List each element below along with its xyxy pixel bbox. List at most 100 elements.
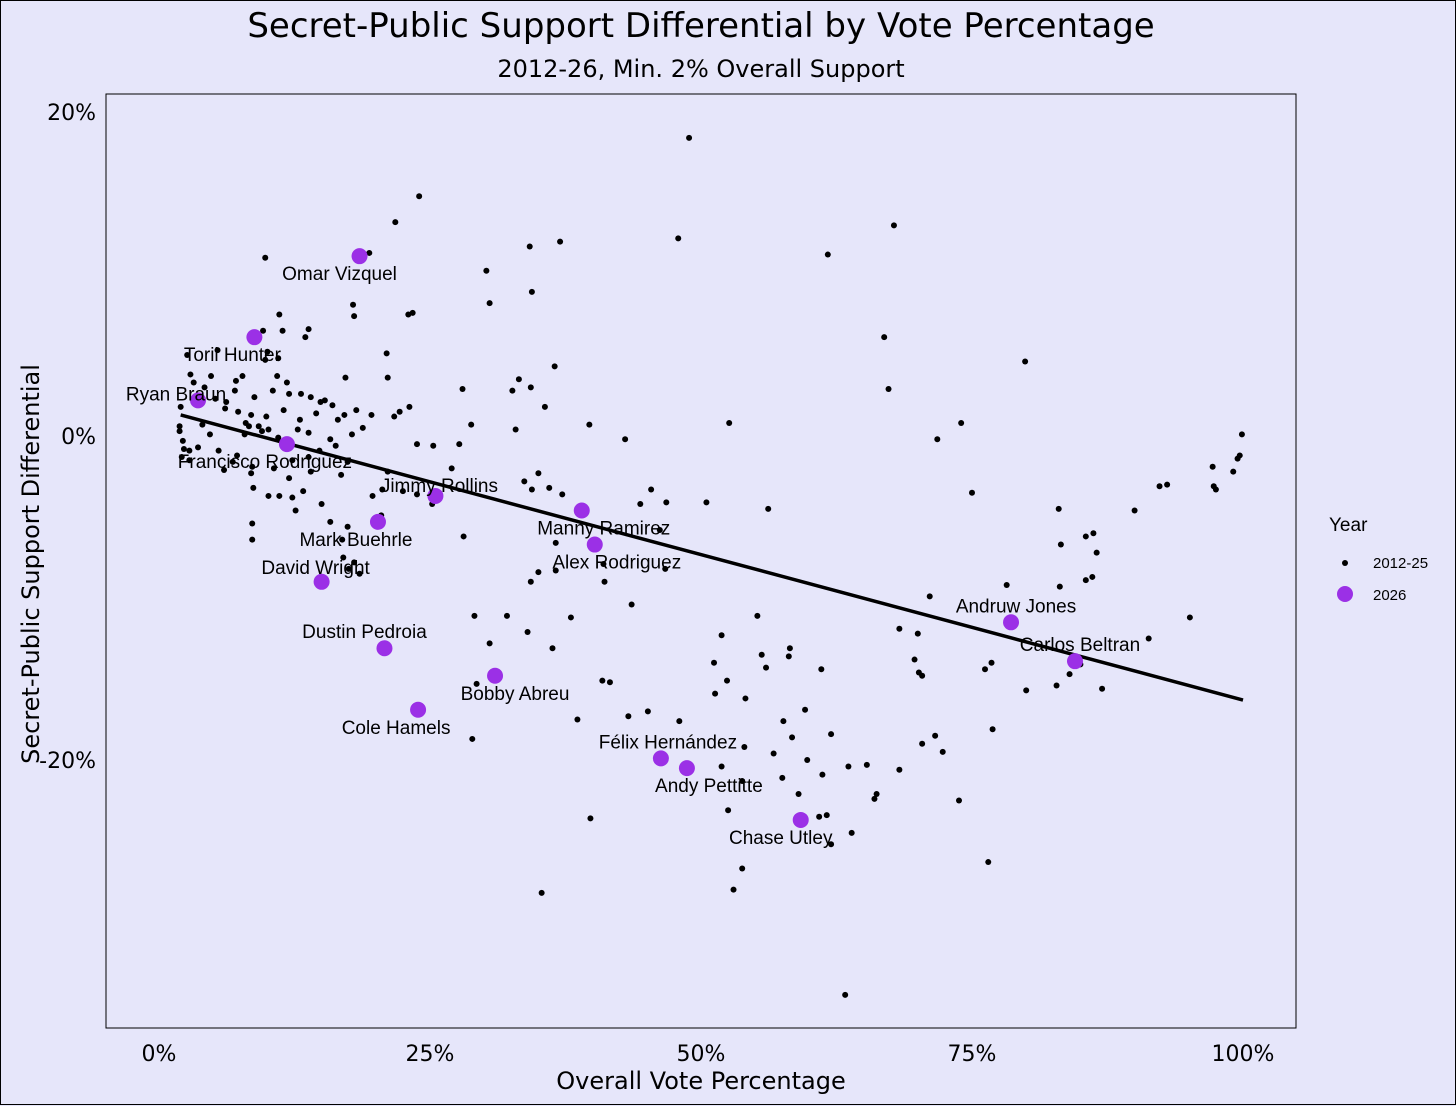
data-point-2012-25 [816,813,823,820]
data-point-2012-25 [739,865,746,872]
data-point-2012-25 [353,407,360,414]
legend-marker-2012-25 [1342,560,1348,566]
data-point-2012-25 [818,666,825,673]
data-point-2012-25 [234,452,241,459]
data-point-2012-25 [305,454,312,461]
data-point-2012-25 [726,420,733,427]
y-tick-label: 20% [47,101,96,126]
data-point-2026 [410,701,427,718]
data-point-2012-25 [223,398,230,405]
data-point-2012-25 [206,431,213,438]
data-point-2012-25 [599,677,606,684]
data-label-2026: David Wright [261,558,370,579]
data-point-2012-25 [369,492,376,499]
data-point-2012-25 [286,475,293,482]
data-point-2012-25 [546,484,553,491]
data-point-2012-25 [969,489,975,496]
data-point-2012-25 [988,659,995,666]
data-point-2012-25 [524,629,531,636]
data-point-2012-25 [195,444,202,451]
data-point-2012-25 [863,761,870,768]
data-point-2012-25 [896,766,903,773]
data-point-2012-25 [1209,463,1216,470]
data-point-2012-25 [351,313,358,320]
data-point-2012-25 [586,421,593,428]
data-point-2012-25 [828,731,835,738]
data-point-2012-25 [258,428,265,435]
data-point-2012-25 [276,311,283,318]
data-point-2012-25 [662,565,669,572]
data-label-2026: Carlos Beltran [1020,635,1140,656]
data-point-2012-25 [327,518,334,525]
data-point-2026 [376,640,393,657]
data-point-2012-25 [483,267,490,274]
data-point-2012-25 [1053,682,1060,689]
data-point-2012-25 [430,442,437,449]
data-point-2012-25 [939,748,946,755]
data-point-2012-25 [958,420,965,427]
data-point-2012-25 [528,288,535,295]
data-point-2026 [427,487,444,504]
data-point-2012-25 [341,411,348,418]
data-label-2026: Andruw Jones [956,596,1076,617]
data-point-2012-25 [321,397,328,404]
data-point-2012-25 [318,501,325,508]
data-point-2012-25 [187,371,194,378]
data-point-2012-25 [339,536,346,543]
data-point-2012-25 [552,567,559,574]
data-point-2012-25 [718,763,725,770]
data-point-2012-25 [305,429,312,436]
data-label-2026: Torii Hunter [184,345,282,366]
data-point-2012-25 [1131,507,1138,514]
data-point-2012-25 [503,612,510,619]
data-point-2012-25 [625,713,632,720]
data-point-2012-25 [932,732,939,739]
data-point-2012-25 [637,501,644,508]
data-point-2012-25 [754,612,761,619]
data-point-2012-25 [934,436,941,443]
data-point-2026 [678,760,695,777]
series-2012-25 [176,134,1245,998]
data-point-2012-25 [823,812,830,819]
data-point-2012-25 [795,791,802,798]
data-point-2012-25 [399,488,406,495]
data-point-2012-25 [269,387,276,394]
data-point-2012-25 [307,394,314,401]
data-point-2012-25 [1023,687,1030,694]
legend-label-2012-25: 2012-25 [1373,555,1428,572]
data-point-2012-25 [919,672,926,679]
data-point-2026 [487,667,504,684]
data-point-2012-25 [338,471,345,478]
data-point-2012-25 [789,734,796,741]
data-point-2012-25 [249,463,256,470]
data-point-2012-25 [468,421,475,428]
data-point-2012-25 [289,457,296,464]
data-point-2012-25 [758,651,765,658]
data-point-2012-25 [235,408,242,415]
data-point-2012-25 [1090,530,1097,537]
data-point-2012-25 [1082,577,1089,584]
data-point-2012-25 [955,797,962,804]
data-point-2012-25 [535,569,542,576]
data-point-2012-25 [270,465,277,472]
data-point-2012-25 [199,421,206,428]
data-point-2012-25 [521,478,528,485]
data-point-2026 [190,392,207,409]
data-point-2012-25 [601,578,608,585]
y-axis-label: Secret-Public Support Differential [17,364,45,764]
data-point-2012-25 [527,578,534,585]
series-2026 [190,248,1083,828]
data-point-2012-25 [644,708,651,715]
data-point-2012-25 [350,301,357,308]
data-point-2026 [586,536,603,553]
data-point-2026 [351,248,368,265]
data-point-2012-25 [1057,541,1064,548]
data-point-2012-25 [871,795,878,802]
data-point-2012-25 [848,829,855,836]
x-axis-label: Overall Vote Percentage [556,1067,845,1095]
plot-panel [105,93,1297,1029]
data-point-2012-25 [675,235,682,242]
data-point-2012-25 [765,505,772,512]
data-label-2026: Dustin Pedroia [302,622,427,643]
data-point-2012-25 [334,416,341,423]
